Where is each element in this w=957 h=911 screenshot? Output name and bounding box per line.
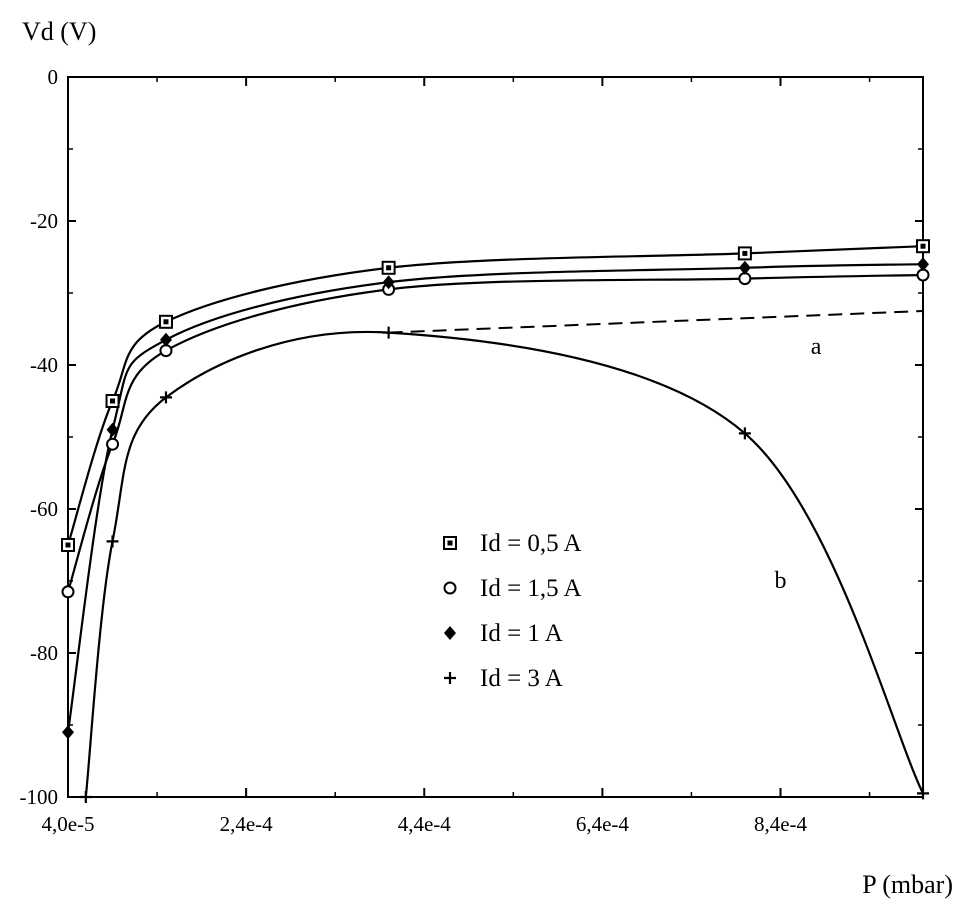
x-tick-label: 6,4e-4 — [576, 812, 630, 836]
x-axis-title: P (mbar) — [862, 870, 953, 899]
y-axis-title: Vd (V) — [22, 17, 96, 46]
y-tick-label: -60 — [30, 497, 58, 521]
x-tick-label: 4,0e-5 — [41, 812, 94, 836]
legend-marker-2 — [443, 581, 457, 595]
legend-label-2: Id = 1,5 A — [480, 575, 582, 602]
data-point-series-4 — [917, 787, 929, 800]
y-tick-label: -20 — [30, 209, 58, 233]
data-point-series-1-center — [920, 243, 926, 249]
legend-marker-4 — [444, 672, 456, 684]
data-point-series-3 — [159, 332, 172, 347]
legend-label-3: Id = 1 A — [480, 620, 563, 647]
legend-marker-3 — [444, 626, 456, 640]
data-point-series-4 — [79, 791, 92, 803]
dashed-extension-line — [388, 310, 923, 334]
data-point-series-1-center — [386, 265, 392, 271]
data-point-series-3 — [917, 257, 929, 272]
data-point-series-1-center — [65, 542, 71, 548]
y-tick-label: -80 — [30, 641, 58, 665]
y-tick-label: -40 — [30, 353, 58, 377]
legend-label-1: Id = 0,5 A — [480, 530, 582, 557]
legend-marker-1-center — [447, 540, 453, 546]
data-point-series-4 — [106, 535, 119, 548]
legend-label-4: Id = 3 A — [480, 665, 563, 692]
data-point-series-4 — [159, 391, 172, 404]
x-tick-label: 4,4e-4 — [398, 812, 452, 836]
x-tick-label: 2,4e-4 — [220, 812, 274, 836]
data-point-series-3 — [382, 275, 395, 290]
data-point-series-2 — [106, 437, 120, 451]
data-point-series-1-center — [110, 398, 116, 404]
series-line-1 — [68, 245, 923, 546]
data-point-series-1-center — [742, 250, 748, 256]
annotation-label-a: a — [811, 334, 822, 360]
y-tick-label: -100 — [20, 785, 59, 809]
data-point-series-2 — [61, 585, 75, 599]
y-tick-label: 0 — [48, 65, 59, 89]
x-tick-label: 8,4e-4 — [754, 812, 808, 836]
data-point-series-3 — [738, 260, 751, 275]
series-line-3 — [68, 263, 923, 733]
data-point-series-1-center — [163, 319, 169, 325]
annotation-label-b: b — [775, 568, 787, 594]
data-point-series-4 — [738, 427, 751, 440]
data-point-series-3 — [62, 725, 74, 740]
series-line-4 — [84, 330, 923, 797]
data-point-series-3 — [106, 422, 119, 437]
data-point-series-4 — [382, 326, 395, 339]
